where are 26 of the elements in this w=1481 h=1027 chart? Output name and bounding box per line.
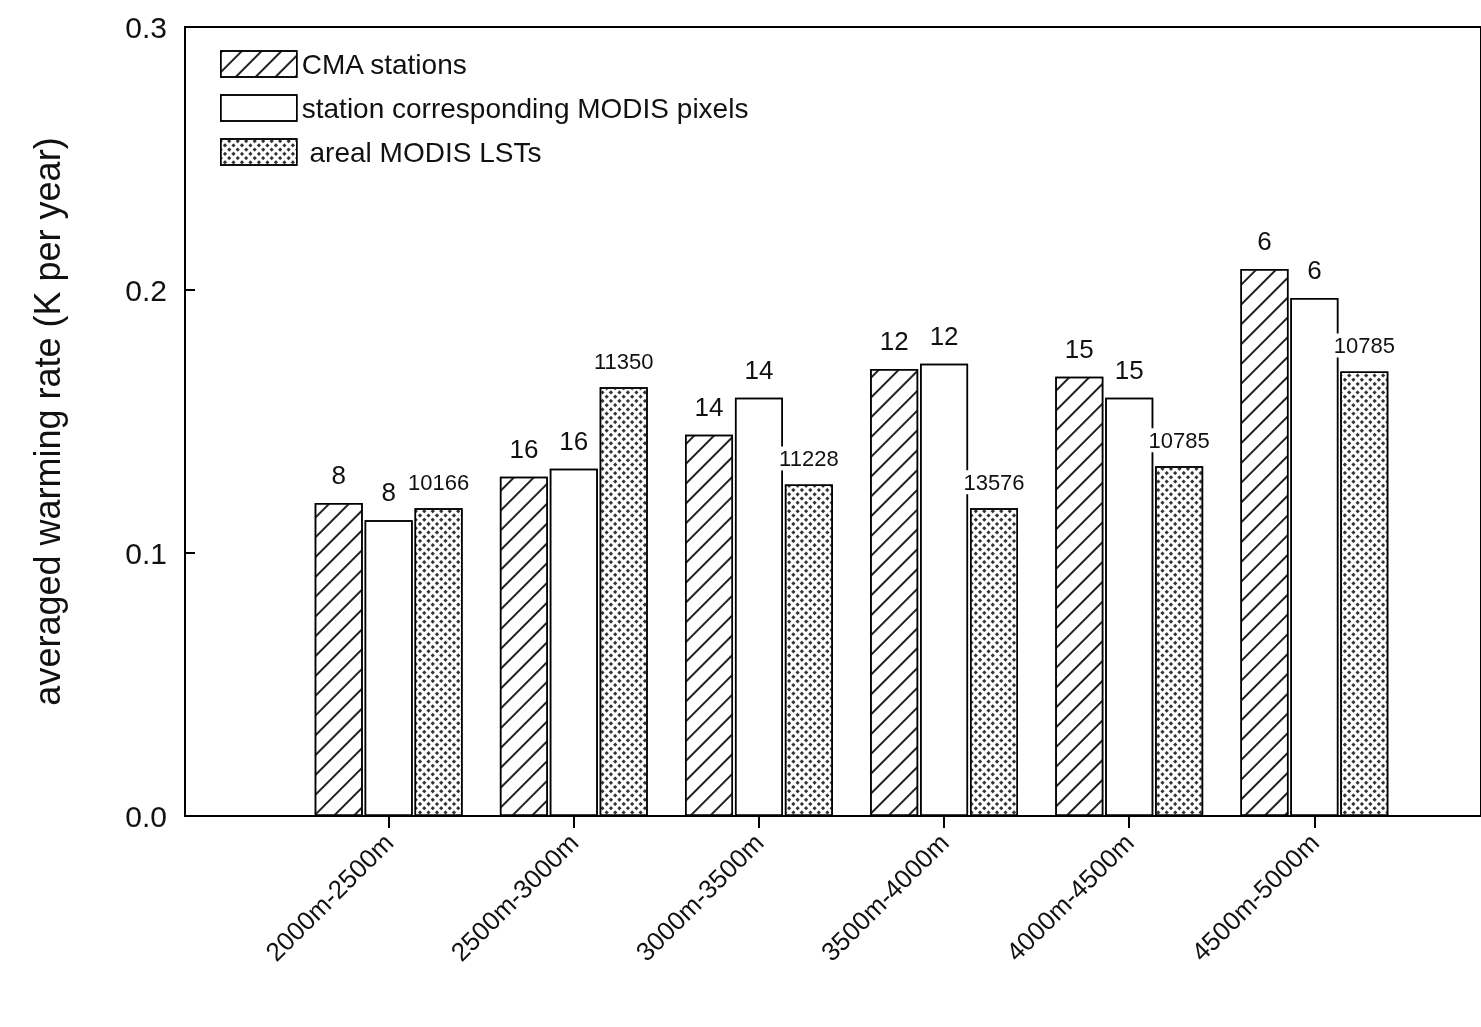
annotation: 6 [1257,225,1272,256]
annotation: 6 [1307,254,1322,285]
annotation: 11350 [593,348,654,374]
annotation: 8 [381,477,396,508]
legend-label: CMA stations [301,48,467,80]
annotation: 14 [744,354,774,385]
y-tick-label: 0.0 [125,799,167,833]
annotation: 16 [509,433,539,464]
annotation: 10785 [1333,333,1395,359]
annotation: 10166 [407,469,470,495]
annotation: 13576 [963,469,1025,495]
annotation: 16 [559,425,589,456]
annotation: 11228 [779,446,839,472]
y-axis-title: averaged warming rate (K per year) [26,137,68,706]
annotation: 12 [879,325,909,356]
annotation: 15 [1114,354,1144,385]
y-tick-label: 0.1 [125,536,167,570]
annotation: 15 [1064,333,1094,364]
legend-label: station corresponding MODIS pixels [301,92,749,124]
annotation: 14 [694,391,724,422]
y-tick-label: 0.2 [125,273,167,307]
annotation: 8 [331,460,346,491]
annotation: 10785 [1148,427,1210,453]
annotation: 12 [929,320,959,351]
y-tick-label: 0.3 [125,10,167,44]
legend-label: areal MODIS LSTs [301,136,542,168]
